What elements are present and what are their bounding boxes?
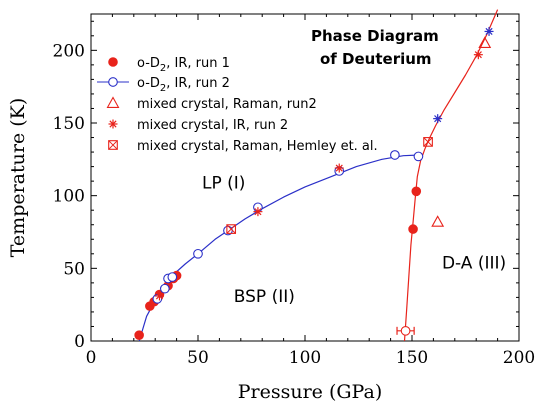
legend-label: mixed crystal, IR, run 2 [137,118,288,133]
legend-marker [106,96,120,108]
marker-shape [431,215,445,227]
marker-shape [108,77,118,87]
x-tick-label: 0 [86,348,97,368]
marker-shape [400,325,411,336]
error-bar-point [400,325,411,336]
marker-shape [134,330,144,340]
data-points [134,26,494,340]
phase-boundary-curve [403,9,499,342]
legend-entry: mixed crystal, Raman, Hemley et. al. [108,139,378,154]
data-point [478,36,492,49]
marker-shape [108,57,118,67]
legend-marker [108,77,118,87]
marker-shape [423,137,433,147]
data-point [193,248,203,259]
legend-marker [108,57,118,67]
y-axis-title: Temperature (K) [7,98,29,258]
x-tick-label: 100 [289,348,321,368]
phase-boundary-curve [138,154,420,342]
data-point [484,26,494,36]
marker-shape [106,96,120,108]
data-point [134,330,144,340]
data-point [159,283,170,294]
marker-shape [411,186,422,197]
data-point [433,114,443,124]
data-point [253,207,263,217]
data-point [154,291,164,301]
legend-entry: mixed crystal, Raman, run2 [106,96,317,112]
data-point [334,163,344,173]
marker-shape [413,151,424,162]
plot-title-line-1: Phase Diagram [311,27,439,45]
plot-frame [90,13,520,342]
y-tick-label: 100 [53,187,85,207]
legend-entry: mixed crystal, IR, run 2 [108,118,288,133]
marker-shape [159,283,170,294]
phase-region-label: D-A (III) [442,253,506,273]
y-tick-label: 200 [53,41,85,61]
marker-shape [108,140,118,150]
error-bar [396,325,415,336]
plot-title-line-2: of Deuterium [320,50,432,68]
phase-region-label: BSP (II) [234,287,295,307]
x-tick-label: 200 [503,348,535,368]
marker-stroke [226,224,236,234]
legend-entry: o-D2, IR, run 2 [97,76,230,94]
data-point [226,224,237,234]
x-tick-label: 50 [187,348,209,368]
data-point [423,137,433,147]
legend-label: o-D2, IR, run 2 [137,76,230,94]
data-point [390,150,400,160]
plot-title: Phase Diagram of Deuterium [311,27,439,68]
data-point [473,50,483,60]
data-point [408,224,418,234]
y-tick-label: 50 [63,259,85,279]
data-point [411,186,422,197]
legend: o-D2, IR, run 1 o-D2, IR, run 2 mixed crys… [97,56,378,154]
x-tick-label: 150 [396,348,428,368]
marker-shape [193,248,203,259]
legend-label: o-D2, IR, run 1 [137,56,230,74]
marker-shape [390,150,400,160]
marker-shape [408,224,418,234]
x-axis-title: Pressure (GPa) [238,381,382,403]
legend-entry: o-D2, IR, run 1 [108,56,230,74]
marker-shape [226,224,237,234]
marker-stroke [423,137,433,147]
phase-region-label: LP (I) [202,173,245,193]
marker-stroke [108,140,118,150]
legend-marker [108,140,118,150]
legend-label: mixed crystal, Raman, run2 [137,97,317,112]
data-point [167,272,178,282]
axes-labels: 0 50 100 150 200 0 50 100 150 200 Pressure (GPa) Te… [7,41,535,403]
data-point [413,151,424,162]
legend-marker [108,119,118,129]
marker-shape [167,272,178,282]
legend-label: mixed crystal, Raman, Hemley et. al. [137,139,378,154]
y-tick-label: 0 [74,332,85,352]
data-point [431,215,445,227]
marker-shape [478,36,492,49]
y-tick-label: 150 [53,114,85,134]
